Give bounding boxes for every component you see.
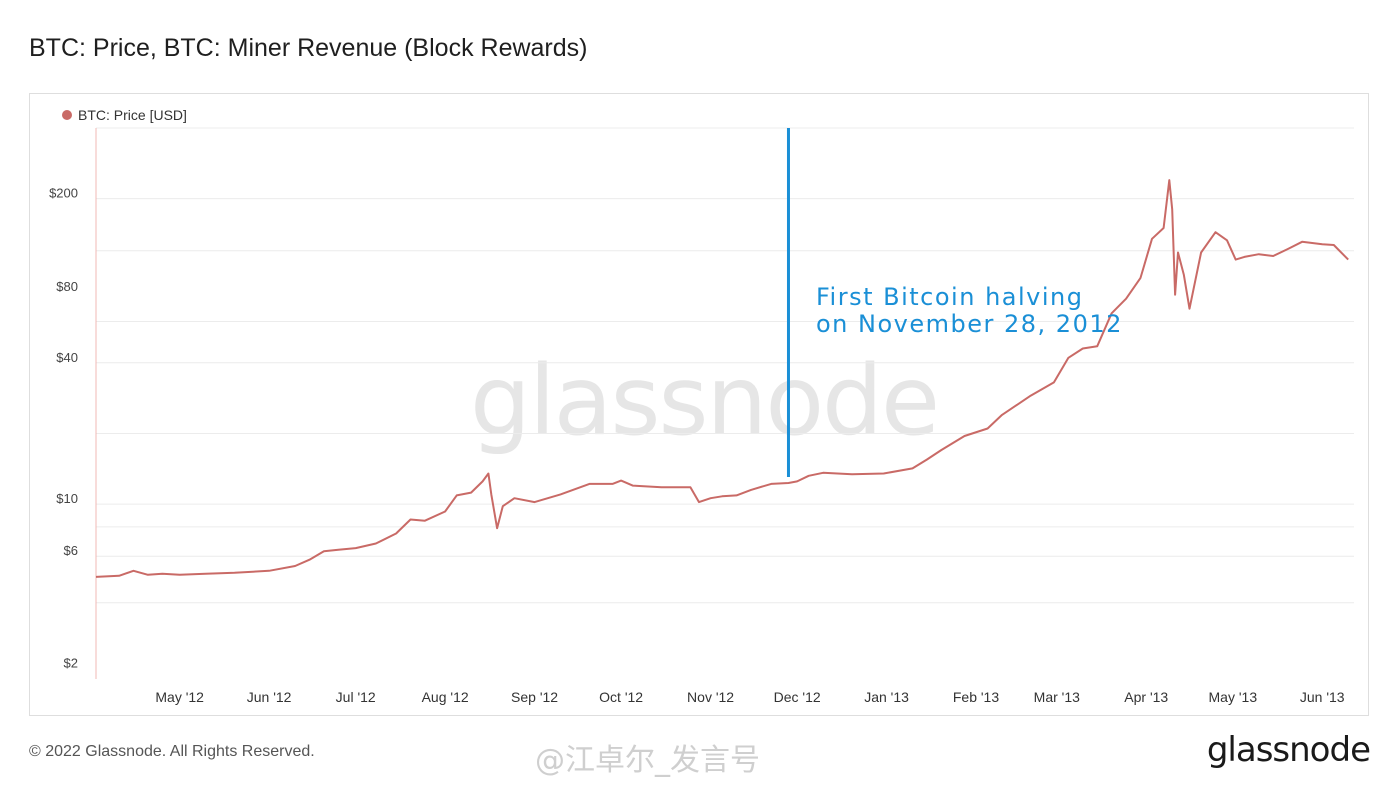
legend[interactable]: BTC: Price [USD] [62, 107, 187, 123]
y-tick-label: $10 [56, 491, 78, 506]
x-tick-label: Mar '13 [1034, 689, 1080, 705]
x-tick-label: Nov '12 [687, 689, 734, 705]
price-line [95, 179, 1349, 578]
x-axis-ticks: May '12 Jun '12 Jul '12 Aug '12 Sep '12 Oct '… [155, 689, 1344, 705]
x-tick-label: Sep '12 [511, 689, 558, 705]
x-tick-label: Feb '13 [953, 689, 999, 705]
copyright-text: © 2022 Glassnode. All Rights Reserved. [29, 743, 315, 760]
x-tick-label: Jun '12 [247, 689, 292, 705]
y-tick-label: $200 [49, 186, 78, 201]
x-tick-label: Aug '12 [422, 689, 469, 705]
watermark: glassnode [470, 345, 940, 457]
x-tick-label: Jun '13 [1300, 689, 1345, 705]
chart-title: BTC: Price, BTC: Miner Revenue (Block Re… [29, 34, 588, 62]
x-tick-label: Dec '12 [774, 689, 821, 705]
glassnode-logo[interactable]: glassnode [1206, 730, 1371, 770]
x-tick-label: Oct '12 [599, 689, 643, 705]
social-watermark: @江卓尔_发言号 [535, 743, 760, 778]
x-tick-label: May '12 [155, 689, 204, 705]
annotation-text-line2: on November 28, 2012 [816, 310, 1123, 338]
series-layer [95, 179, 1349, 578]
x-tick-label: Jul '12 [336, 689, 376, 705]
x-tick-label: May '13 [1209, 689, 1258, 705]
x-tick-label: Apr '13 [1124, 689, 1168, 705]
gridlines [95, 127, 1354, 679]
legend-marker [62, 110, 72, 120]
legend-label: BTC: Price [USD] [78, 107, 187, 123]
y-tick-label: $6 [64, 543, 78, 558]
y-tick-label: $80 [56, 279, 78, 294]
x-tick-label: Jan '13 [864, 689, 909, 705]
chart-panel [29, 93, 1369, 716]
annotation-text-line1: First Bitcoin halving [816, 283, 1083, 311]
y-axis-ticks: $200 $80 $40 $10 $6 $2 [49, 186, 78, 671]
y-tick-label: $2 [64, 655, 78, 670]
y-tick-label: $40 [56, 350, 78, 365]
